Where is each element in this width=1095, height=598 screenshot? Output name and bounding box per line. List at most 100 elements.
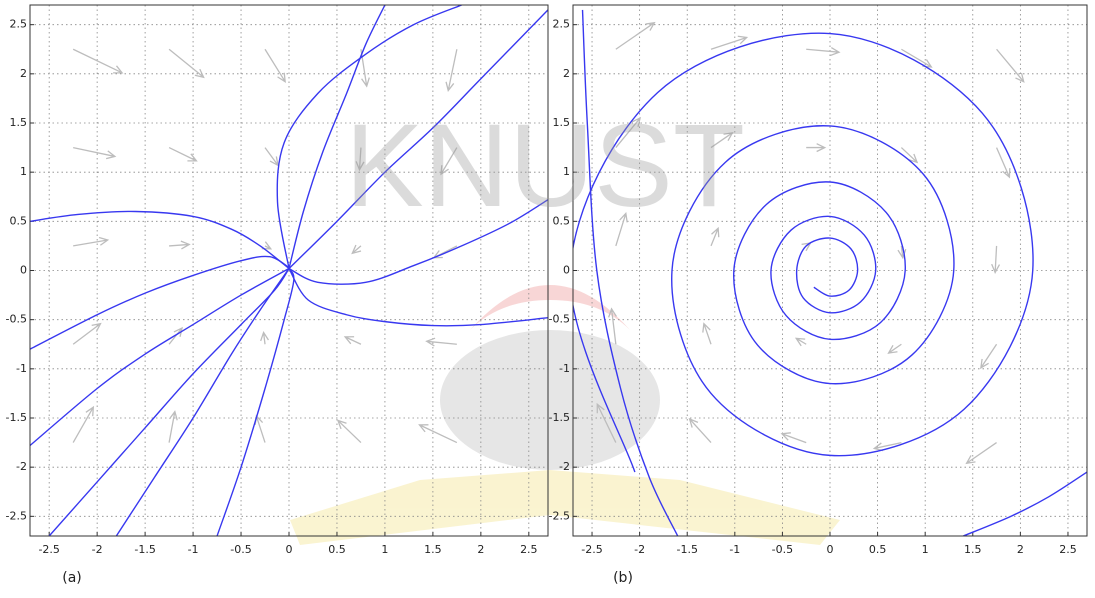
field-arrow xyxy=(991,245,1001,274)
phase-panel: -2.5 -2 -1.5 -1 -0.5 0 0.5 1 1.5 2 2.5 -2.5 -2 -1.5 -1… xyxy=(6,4,549,586)
field-arrow xyxy=(897,245,907,260)
field-arrow xyxy=(418,424,458,444)
field-arrow xyxy=(73,146,117,160)
panel-caption: (b) xyxy=(613,570,633,586)
y-tick-label: 1 xyxy=(20,165,27,178)
y-tick-label: 1.5 xyxy=(553,116,571,129)
x-tick-label: 0 xyxy=(827,543,834,556)
x-tick-label: 0.5 xyxy=(328,543,346,556)
x-tick-label: 0.5 xyxy=(869,543,887,556)
field-arrow xyxy=(336,419,362,444)
x-tick-label: 2 xyxy=(477,543,484,556)
field-arrow xyxy=(615,212,628,247)
trajectory xyxy=(573,32,1034,473)
trajectory xyxy=(962,471,1087,536)
watermark: KNUST xyxy=(345,100,745,232)
plot-frame xyxy=(29,4,549,537)
x-tick-label: -1.5 xyxy=(676,543,697,556)
phase-panel: -2.5 -2 -1.5 -1 -0.5 0 0.5 1 1.5 2 2.5 -2.5 -2 -1.5 -1… xyxy=(549,4,1088,586)
x-tick-label: -2.5 xyxy=(581,543,602,556)
field-arrow xyxy=(73,236,110,247)
trajectories xyxy=(573,9,1087,536)
field-arrow xyxy=(72,48,124,74)
y-tick-label: 0 xyxy=(563,264,570,277)
field-arrow xyxy=(710,35,749,50)
y-tick-label: 1.5 xyxy=(10,116,28,129)
y-tick-label: 0.5 xyxy=(10,214,28,227)
field-arrow xyxy=(710,226,720,247)
field-arrow xyxy=(596,402,617,443)
logo-flame xyxy=(470,285,630,330)
x-tick-label: -1 xyxy=(729,543,740,556)
field-arrow xyxy=(72,405,95,443)
field-arrow xyxy=(794,337,807,347)
field-arrow xyxy=(72,322,102,345)
trajectories xyxy=(30,5,548,536)
vector-field xyxy=(596,21,1025,465)
x-tick-label: 2.5 xyxy=(1059,543,1077,556)
panel-caption: (a) xyxy=(62,570,82,586)
vector-field xyxy=(72,48,458,444)
trajectory xyxy=(276,5,462,269)
x-tick-label: -1 xyxy=(188,543,199,556)
trajectory xyxy=(30,267,290,447)
trajectory xyxy=(581,9,679,536)
y-tick-label: 1 xyxy=(563,165,570,178)
x-tick-label: 1 xyxy=(381,543,388,556)
trajectory xyxy=(30,255,290,350)
y-tick-label: -1 xyxy=(559,362,570,375)
field-arrow xyxy=(260,330,269,345)
x-tick-label: -2 xyxy=(634,543,645,556)
y-tick-label: -2.5 xyxy=(6,509,27,522)
x-tick-label: -2.5 xyxy=(38,543,59,556)
field-arrow xyxy=(169,240,191,250)
field-arrow xyxy=(168,146,198,162)
x-tick-label: 0 xyxy=(286,543,293,556)
field-arrow xyxy=(710,131,734,149)
x-tick-label: 1 xyxy=(922,543,929,556)
field-arrow xyxy=(425,337,457,347)
field-arrow xyxy=(343,336,362,345)
logo-watermark xyxy=(290,285,840,545)
field-arrow xyxy=(168,48,205,79)
field-arrow xyxy=(445,49,458,93)
y-tick-label: 0.5 xyxy=(553,214,571,227)
y-tick-label: -0.5 xyxy=(549,313,570,326)
x-tick-label: 1.5 xyxy=(424,543,442,556)
y-tick-label: 2.5 xyxy=(10,18,28,31)
field-arrow xyxy=(264,48,286,83)
y-tick-label: -1.5 xyxy=(6,411,27,424)
x-tick-label: -1.5 xyxy=(134,543,155,556)
trajectory xyxy=(115,268,290,536)
plot-frame xyxy=(572,4,1088,537)
y-tick-label: -1 xyxy=(16,362,27,375)
x-tick-label: -0.5 xyxy=(772,543,793,556)
x-tick-label: 2.5 xyxy=(520,543,538,556)
field-arrow xyxy=(688,417,712,444)
trajectory xyxy=(288,5,386,269)
field-arrow xyxy=(440,147,458,176)
y-tick-label: -1.5 xyxy=(549,411,570,424)
field-arrow xyxy=(355,147,365,172)
y-tick-label: -0.5 xyxy=(6,313,27,326)
y-tick-label: -2 xyxy=(559,460,570,473)
field-arrow xyxy=(887,343,902,354)
trajectory xyxy=(288,9,548,270)
field-arrow xyxy=(702,322,712,345)
field-arrow xyxy=(351,244,362,255)
y-tick-label: 0 xyxy=(20,264,27,277)
field-arrow xyxy=(965,442,997,465)
field-arrow xyxy=(168,410,178,443)
logo-shield xyxy=(440,330,660,470)
field-arrow xyxy=(995,147,1011,179)
field-arrow xyxy=(980,343,998,370)
y-tick-label: 2 xyxy=(563,67,570,80)
field-arrow xyxy=(264,147,279,167)
field-arrow xyxy=(996,48,1025,83)
trajectory xyxy=(288,199,548,285)
logo-banner xyxy=(290,470,840,545)
field-arrow xyxy=(615,21,656,50)
trajectory xyxy=(288,268,548,327)
y-tick-label: 2 xyxy=(20,67,27,80)
